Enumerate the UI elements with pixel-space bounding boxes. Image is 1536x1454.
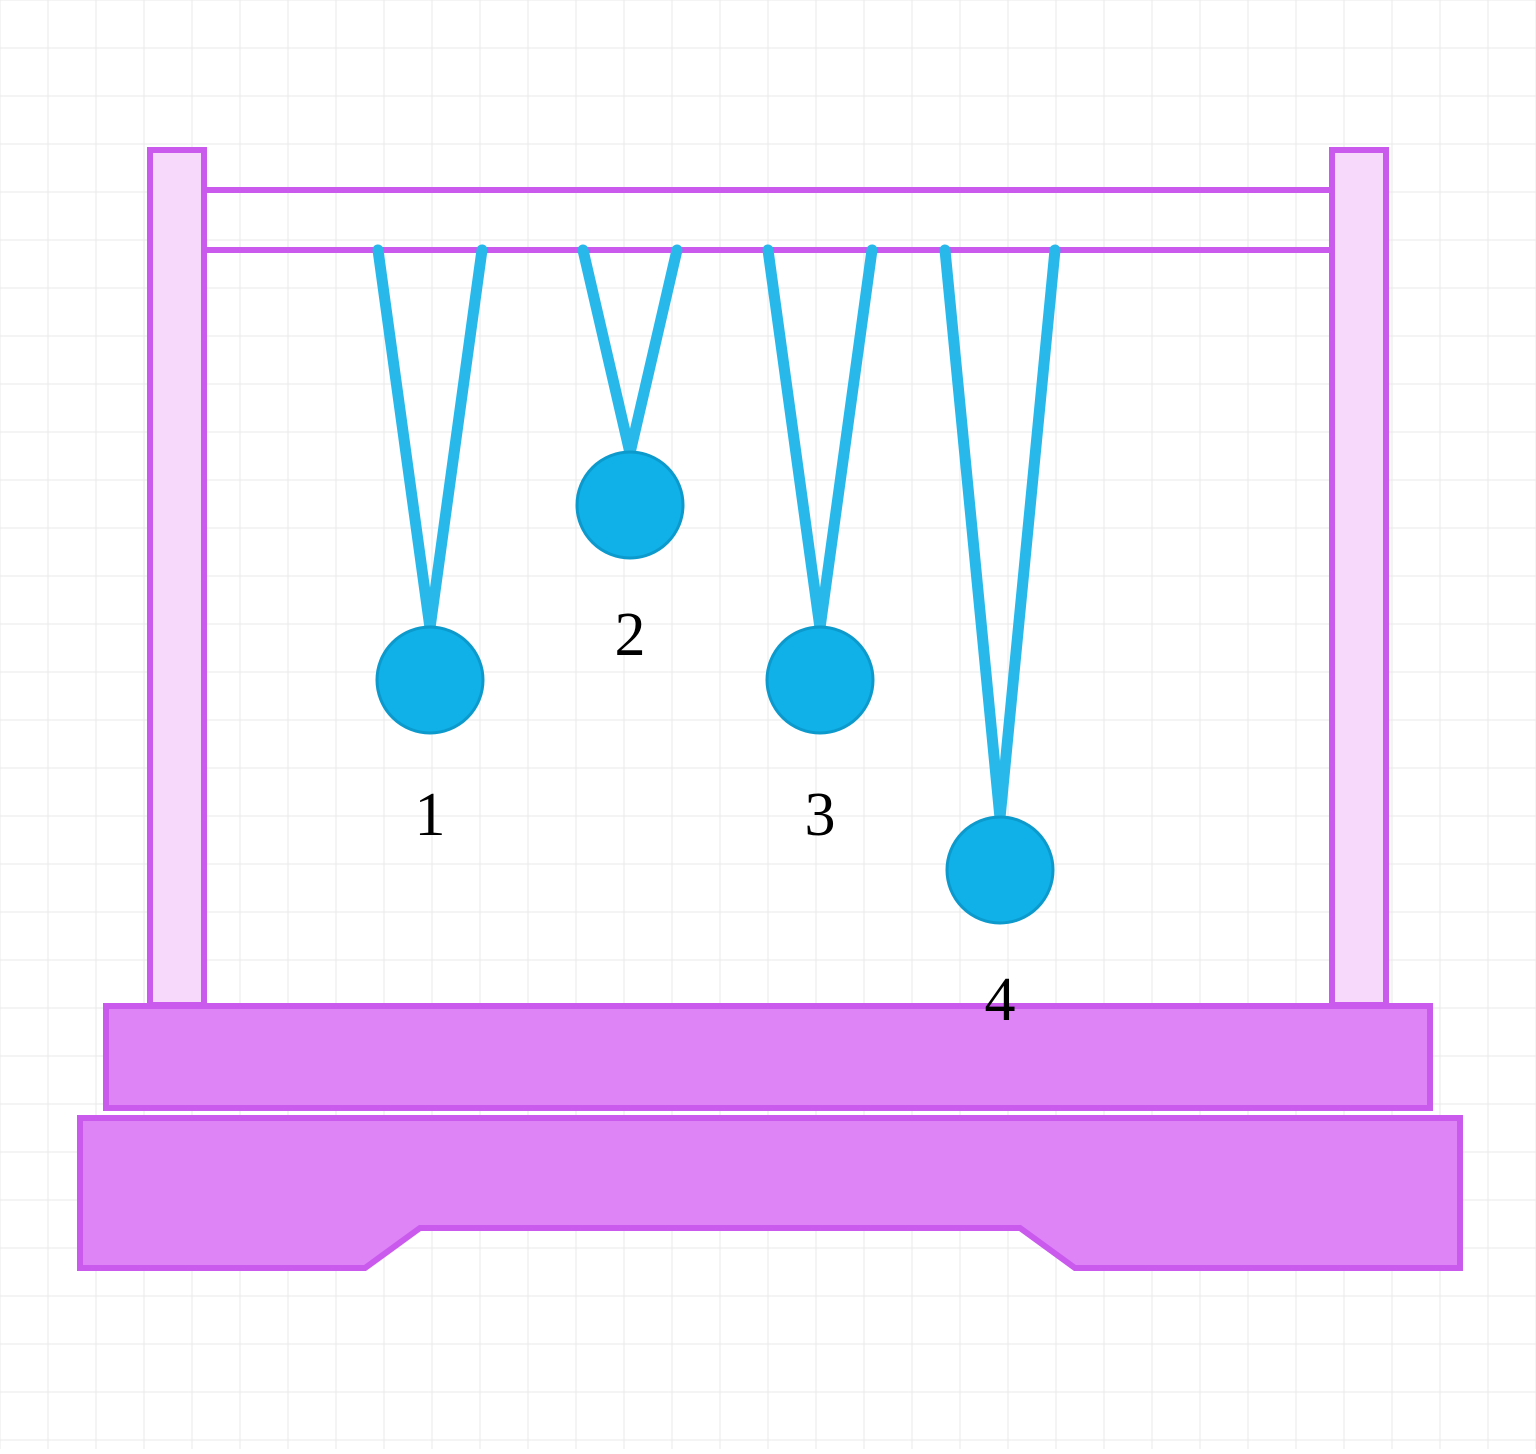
pendulum-4-ball: [947, 817, 1053, 923]
pendulum-diagram: 1 2 3 4: [0, 0, 1536, 1449]
pendulum-1-string: [378, 250, 430, 628]
pendulum-label-3: 3: [805, 780, 836, 851]
diagram-svg: [0, 0, 1536, 1449]
pendulum-2-string: [630, 250, 677, 453]
pendulums-group: [377, 250, 1055, 923]
pendulum-4-string: [945, 250, 1000, 818]
pendulum-label-2: 2: [615, 600, 646, 671]
pendulum-3-ball: [767, 627, 873, 733]
pendulum-1-ball: [377, 627, 483, 733]
pendulum-label-1: 1: [415, 780, 446, 851]
frame-post-left: [150, 150, 204, 1005]
pendulum-1-string: [430, 250, 482, 628]
pendulum-label-4: 4: [985, 965, 1016, 1036]
frame-base-lower: [80, 1118, 1460, 1268]
pendulum-3-string: [820, 250, 872, 628]
frame-post-right: [1332, 150, 1386, 1005]
pendulum-2-string: [583, 250, 630, 453]
pendulum-2-ball: [577, 452, 683, 558]
frame-base-upper: [106, 1006, 1430, 1108]
frame-group: [80, 150, 1460, 1268]
pendulum-3-string: [768, 250, 820, 628]
pendulum-4-string: [1000, 250, 1055, 818]
